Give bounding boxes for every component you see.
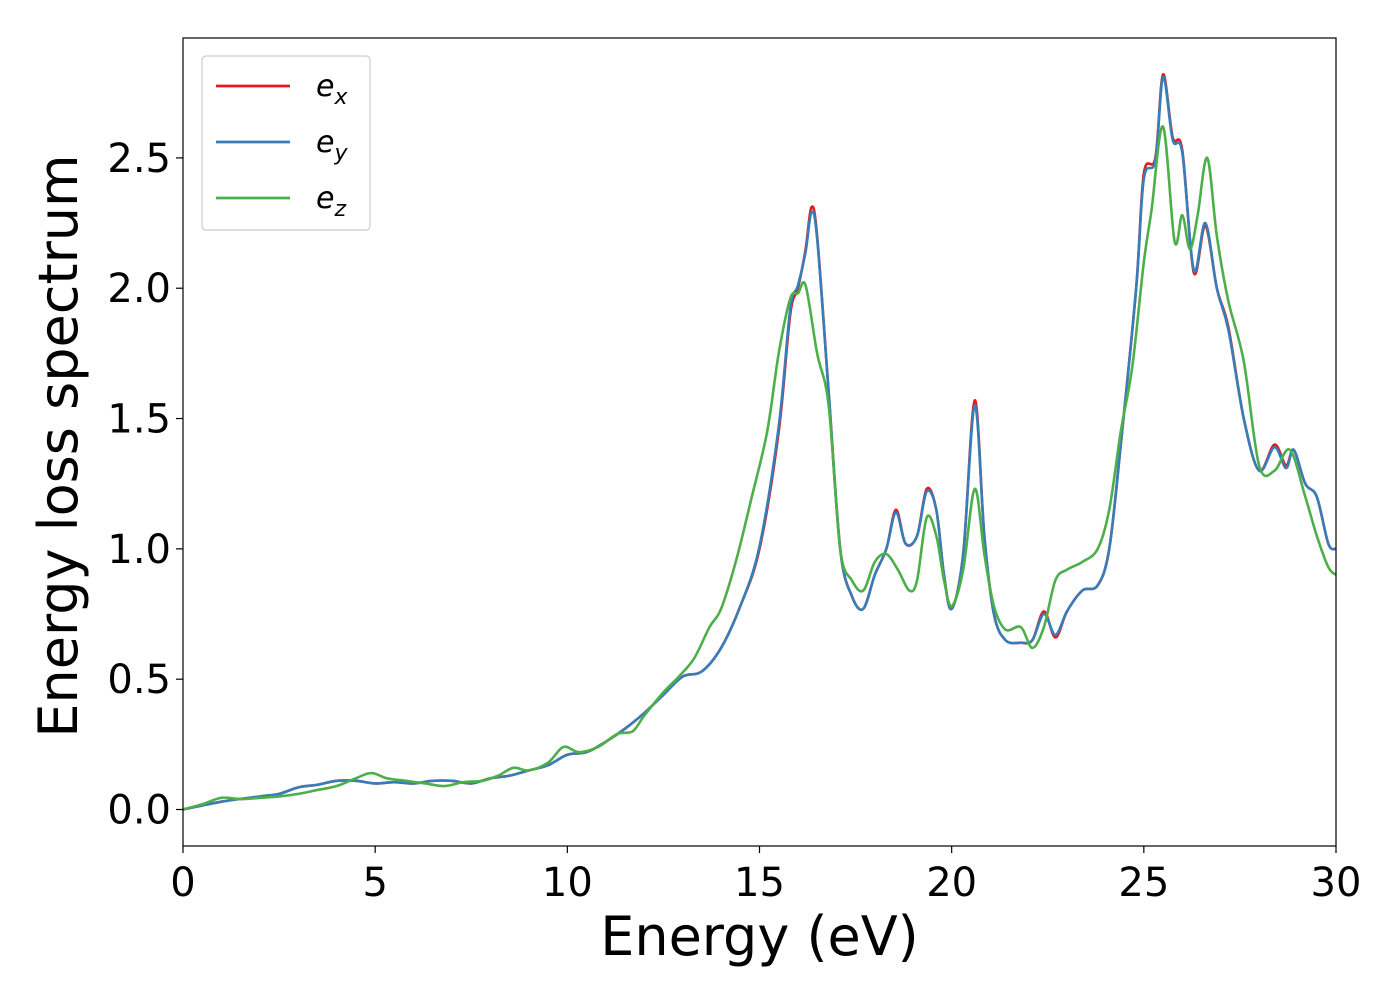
x-tick-label: 25 <box>1118 860 1169 906</box>
y-axis-ticks: 0.0 0.5 1.0 1.5 2.0 2.5 <box>107 136 183 834</box>
plot-layer <box>183 73 1336 811</box>
y-tick-label: 1.0 <box>107 527 171 573</box>
x-tick-label: 0 <box>170 860 195 906</box>
y-tick-label: 0.0 <box>107 788 171 834</box>
y-tick-label: 1.5 <box>107 397 171 443</box>
x-tick-label: 10 <box>542 860 593 906</box>
legend: ex ey ez <box>201 55 371 231</box>
legend-label-ey: ey <box>316 125 348 166</box>
series-line-ez <box>183 125 1336 811</box>
legend-label-ez: ez <box>316 181 346 222</box>
x-tick-label: 5 <box>362 860 387 906</box>
x-axis-ticks: 0 5 10 15 20 25 30 <box>170 846 1361 906</box>
x-tick-label: 30 <box>1311 860 1362 906</box>
x-tick-label: 15 <box>734 860 785 906</box>
y-tick-label: 2.0 <box>107 266 171 312</box>
y-tick-label: 0.5 <box>107 657 171 703</box>
legend-label-ex: ex <box>316 69 348 110</box>
x-tick-label: 20 <box>926 860 977 906</box>
x-axis-label: Energy (eV) <box>600 905 919 968</box>
y-tick-label: 2.5 <box>107 136 171 182</box>
y-axis-label: Energy loss spectrum <box>27 154 90 737</box>
